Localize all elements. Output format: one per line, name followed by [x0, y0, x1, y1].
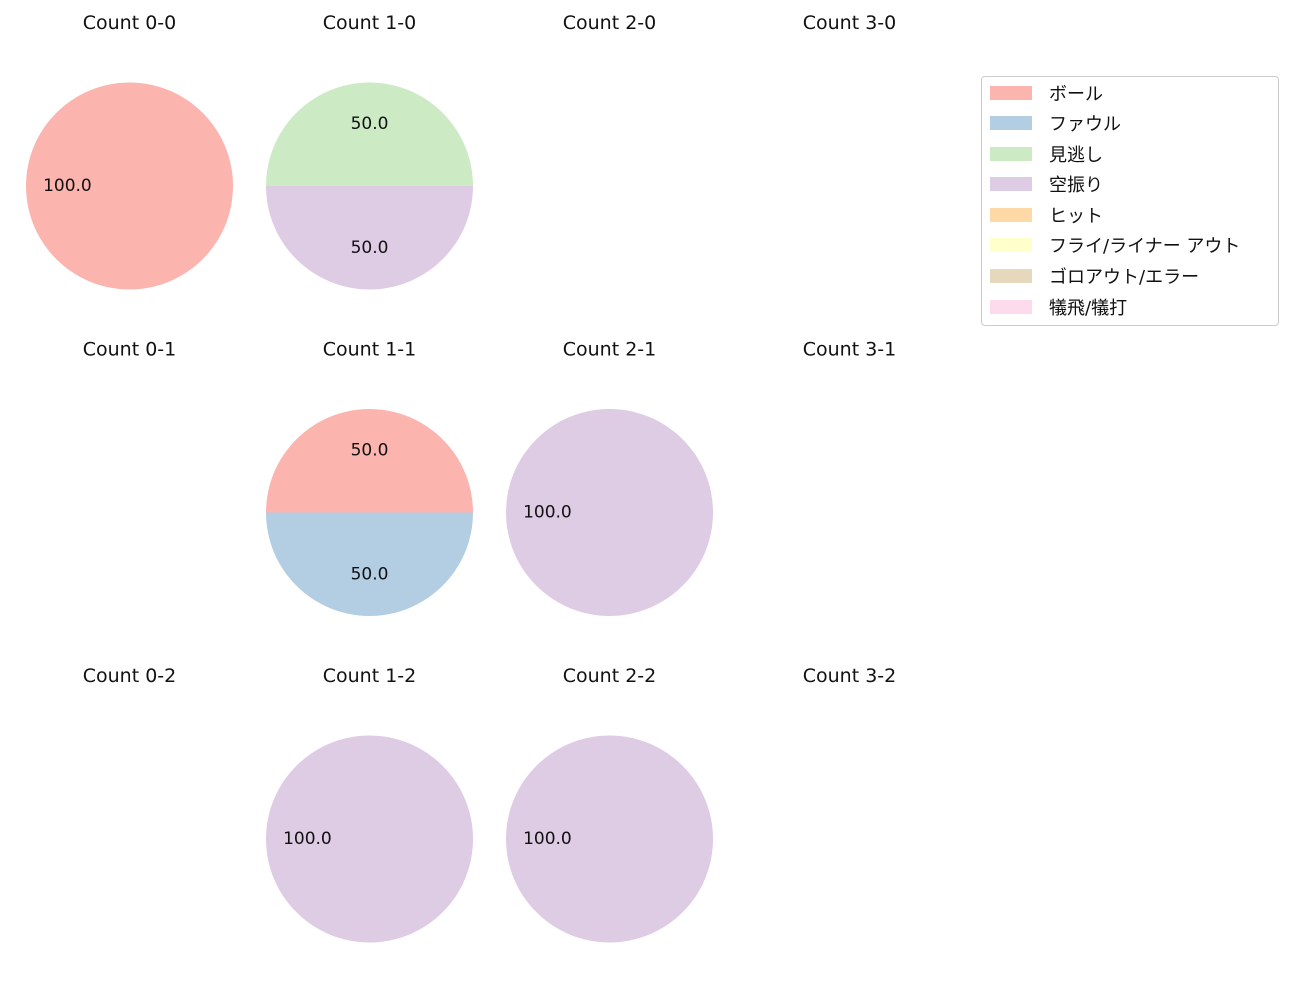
slice-label: 50.0 — [351, 440, 389, 460]
pie-panel: Count 3-2 — [803, 665, 897, 687]
legend-swatch — [990, 238, 1032, 252]
legend: ボール ファウル 見逃し 空振り ヒット フライ/ライナー アウト ゴロアウト/… — [981, 76, 1279, 326]
slice-label: 50.0 — [351, 238, 389, 258]
pie-slice — [266, 186, 473, 290]
pie-title: Count 2-0 — [563, 12, 657, 34]
pie-slice — [26, 82, 233, 290]
legend-item-called-strike: 見逃し — [990, 142, 1103, 166]
pie-title: Count 3-0 — [803, 12, 897, 34]
pie-panel: Count 2-1 100.0 — [506, 339, 713, 616]
legend-item-hit: ヒット — [990, 203, 1103, 227]
pie-title: Count 2-1 — [563, 339, 657, 361]
pie-slice — [266, 512, 473, 616]
legend-label: 空振り — [1049, 175, 1103, 196]
slice-label: 100.0 — [523, 829, 572, 849]
slice-label: 100.0 — [523, 503, 572, 523]
legend-label: ゴロアウト/エラー — [1049, 267, 1200, 288]
pie-slice — [506, 735, 713, 943]
legend-label: フライ/ライナー アウト — [1049, 236, 1241, 257]
pie-panel: Count 0-0 100.0 — [26, 12, 233, 290]
pie-slice — [266, 735, 473, 943]
pie-panel: Count 3-1 — [803, 339, 897, 361]
slice-label: 100.0 — [283, 829, 332, 849]
pie-panel: Count 0-1 — [83, 339, 177, 361]
slice-label: 50.0 — [351, 114, 389, 134]
pie-slice — [506, 409, 713, 616]
pie-title: Count 3-1 — [803, 339, 897, 361]
legend-item-ground-out-error: ゴロアウト/エラー — [990, 264, 1199, 288]
legend-label: 犠飛/犠打 — [1049, 298, 1128, 319]
legend-item-sacrifice: 犠飛/犠打 — [990, 295, 1127, 319]
pie-title: Count 0-1 — [83, 339, 177, 361]
legend-item-swinging-strike: 空振り — [990, 172, 1103, 196]
slice-label: 50.0 — [351, 565, 389, 585]
pie-title: Count 1-0 — [323, 12, 417, 34]
slice-label: 100.0 — [43, 176, 92, 196]
legend-label: 見逃し — [1049, 145, 1103, 166]
pie-slice — [266, 82, 473, 186]
pie-panel: Count 1-2 100.0 — [266, 665, 473, 943]
legend-label: ボール — [1049, 84, 1103, 105]
pie-panel: Count 2-0 — [563, 12, 657, 34]
legend-swatch — [990, 116, 1032, 130]
pie-panel: Count 0-2 — [83, 665, 177, 687]
pie-title: Count 1-1 — [323, 339, 417, 361]
legend-item-ball: ボール — [990, 81, 1103, 105]
pie-title: Count 2-2 — [563, 665, 657, 687]
pie-title: Count 3-2 — [803, 665, 897, 687]
legend-label: ヒット — [1049, 206, 1103, 227]
legend-swatch — [990, 269, 1032, 283]
pie-slice — [266, 409, 473, 513]
pie-panel: Count 2-2 100.0 — [506, 665, 713, 943]
pie-title: Count 0-0 — [83, 12, 177, 34]
legend-item-fly-liner-out: フライ/ライナー アウト — [990, 233, 1240, 257]
legend-label: ファウル — [1049, 114, 1121, 135]
legend-swatch — [990, 208, 1032, 222]
legend-item-foul: ファウル — [990, 111, 1121, 135]
legend-swatch — [990, 300, 1032, 314]
pie-panel: Count 1-1 50.0 50.0 — [266, 339, 473, 616]
pie-title: Count 1-2 — [323, 665, 417, 687]
pie-title: Count 0-2 — [83, 665, 177, 687]
legend-swatch — [990, 147, 1032, 161]
pie-panel: Count 1-0 50.0 50.0 — [266, 12, 473, 290]
legend-swatch — [990, 177, 1032, 191]
pie-panel: Count 3-0 — [803, 12, 897, 34]
legend-swatch — [990, 86, 1032, 100]
